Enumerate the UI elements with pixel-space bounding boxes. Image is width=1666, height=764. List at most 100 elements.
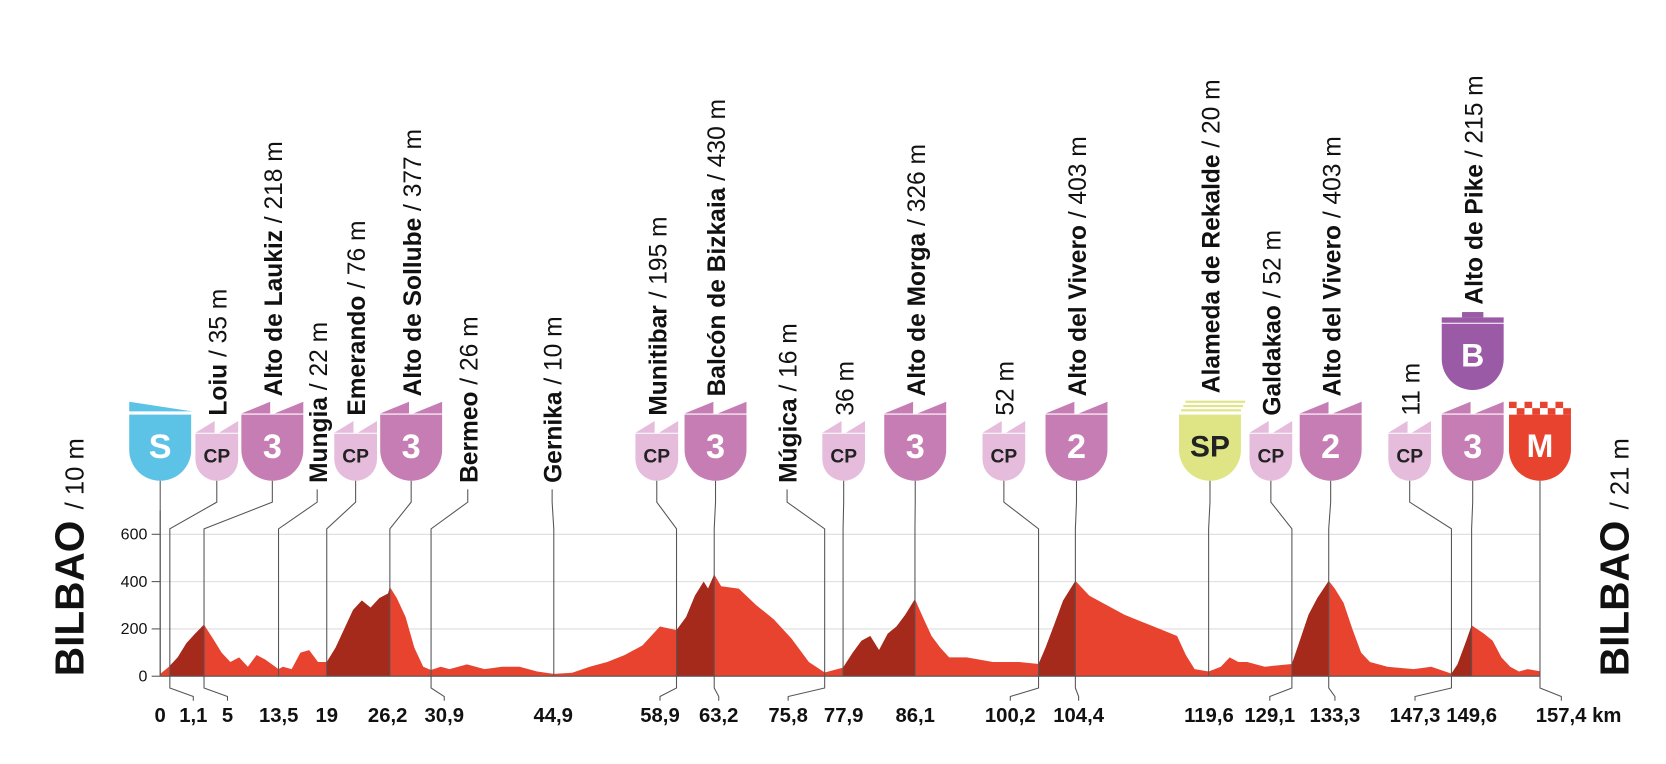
waypoint-connector	[842, 480, 845, 677]
waypoint-label: Alto del Vivero / 403 m	[1319, 136, 1346, 396]
waypoint-name: Alto de Morga	[904, 232, 931, 396]
badge-label: 3	[906, 428, 925, 466]
x-tick-label: 129,1	[1244, 705, 1295, 727]
badge-cp	[822, 433, 866, 481]
badge-flags	[884, 401, 947, 414]
waypoint-connector	[203, 480, 273, 677]
tick-connector	[203, 676, 229, 701]
waypoint-name: Bermeo	[456, 392, 483, 483]
spacer	[704, 181, 731, 188]
waypoint-label: Emerando / 76 m	[344, 221, 371, 416]
waypoint-altitude: / 20 m	[1199, 79, 1226, 147]
badge-label: CP	[1396, 446, 1423, 467]
start-label: BILBAO / 10 m	[46, 438, 92, 676]
y-tick-label: 600	[121, 527, 148, 544]
climb-shade	[169, 574, 205, 677]
waypoint-altitude: / 430 m	[704, 99, 731, 181]
tick-connector	[1269, 676, 1293, 701]
waypoint-name: Gernika	[541, 391, 568, 483]
badge-cp	[334, 433, 377, 481]
tick-connector	[169, 676, 194, 701]
waypoint-connector	[1328, 480, 1332, 677]
x-tick-label: 0	[155, 705, 166, 727]
badge-label: M	[1527, 428, 1554, 464]
x-tick-label: 157,4 km	[1536, 705, 1622, 727]
finish-check	[1509, 408, 1517, 415]
waypoint-label: Alto de Morga / 326 m	[904, 144, 931, 396]
badge-flags	[684, 401, 747, 414]
waypoint-altitude: / 195 m	[645, 216, 672, 298]
badge-label: CP	[342, 446, 369, 467]
waypoint-connector	[786, 489, 826, 677]
start-altitude: / 10 m	[61, 438, 89, 509]
waypoint-name: Múgica	[776, 398, 803, 483]
finish-check	[1509, 401, 1517, 409]
badge-cp	[982, 433, 1026, 481]
tick-connector	[1009, 676, 1040, 701]
start-name: BILBAO	[46, 521, 92, 677]
tick-connector	[659, 676, 678, 701]
finish-altitude: / 21 m	[1607, 438, 1635, 509]
finish-check	[1539, 408, 1548, 415]
waypoint-label: Balcón de Bizkaia / 430 m	[704, 99, 731, 396]
climb-shade	[1291, 574, 1329, 677]
finish-check	[1539, 401, 1548, 409]
waypoint-connector	[1003, 480, 1040, 677]
waypoint-connector	[656, 480, 678, 677]
badge-bonus	[1441, 323, 1504, 391]
tick-connector	[787, 676, 826, 701]
tick-connector	[713, 676, 720, 701]
waypoint-name: Alto del Vivero	[1319, 225, 1346, 396]
x-tick-label: 13,5	[259, 705, 298, 727]
badge-finish	[1509, 414, 1571, 481]
x-tick-label: 1,1	[179, 705, 207, 727]
badge-cp	[195, 433, 239, 481]
waypoint-altitude: / 403 m	[1065, 136, 1092, 218]
start-flag	[129, 401, 193, 412]
x-tick-label: 63,2	[699, 705, 738, 727]
badge-flags	[334, 420, 377, 433]
waypoint-connector	[389, 480, 412, 677]
tick-connector	[1074, 676, 1080, 701]
x-tick-label: 104,4	[1053, 705, 1104, 727]
badge-label: 3	[402, 428, 421, 466]
tick-connector	[430, 676, 445, 701]
waypoint-altitude: / 52 m	[1259, 230, 1286, 298]
waypoint-label: Múgica / 16 m	[776, 323, 803, 483]
x-tick-label: 58,9	[640, 705, 679, 727]
waypoint-name: Emerando	[344, 296, 371, 416]
waypoint-altitude: / 326 m	[904, 144, 931, 226]
badge-sprint	[1179, 414, 1241, 481]
x-tick-label: 133,3	[1310, 705, 1361, 727]
badge-label: 3	[1463, 428, 1482, 466]
badge-start	[129, 414, 192, 481]
spacer	[541, 385, 568, 392]
climb-shade	[843, 574, 915, 677]
spacer	[46, 509, 92, 520]
waypoint-connector	[169, 480, 218, 677]
tick-connector	[1539, 676, 1562, 701]
badge-cp	[1249, 433, 1293, 481]
waypoint-connector	[1074, 480, 1078, 677]
x-tick-label: 5	[222, 705, 233, 727]
badge-flags	[1299, 401, 1362, 414]
finish-check	[1516, 401, 1525, 409]
sprint-stripe	[1181, 409, 1241, 412]
waypoint-label: Alto de Pike / 215 m	[1461, 75, 1488, 304]
waypoint-name: Alto del Vivero	[1065, 225, 1092, 396]
finish-check	[1555, 401, 1564, 409]
x-tick-label: 26,2	[368, 705, 407, 727]
badge-flags	[195, 420, 239, 433]
y-tick-label: 200	[121, 621, 148, 638]
waypoint-connector	[1471, 480, 1474, 677]
x-tick-label: 149,6	[1446, 705, 1497, 727]
badge-climb	[1299, 414, 1362, 481]
badge-label: S	[149, 428, 172, 466]
climb-shade	[1038, 574, 1076, 677]
profile-area	[160, 574, 1540, 677]
waypoint-altitude: 36 m	[832, 361, 859, 416]
climb-shade	[326, 574, 390, 677]
badge-flags	[1388, 420, 1432, 433]
waypoint-label: Bermeo / 26 m	[456, 316, 483, 482]
